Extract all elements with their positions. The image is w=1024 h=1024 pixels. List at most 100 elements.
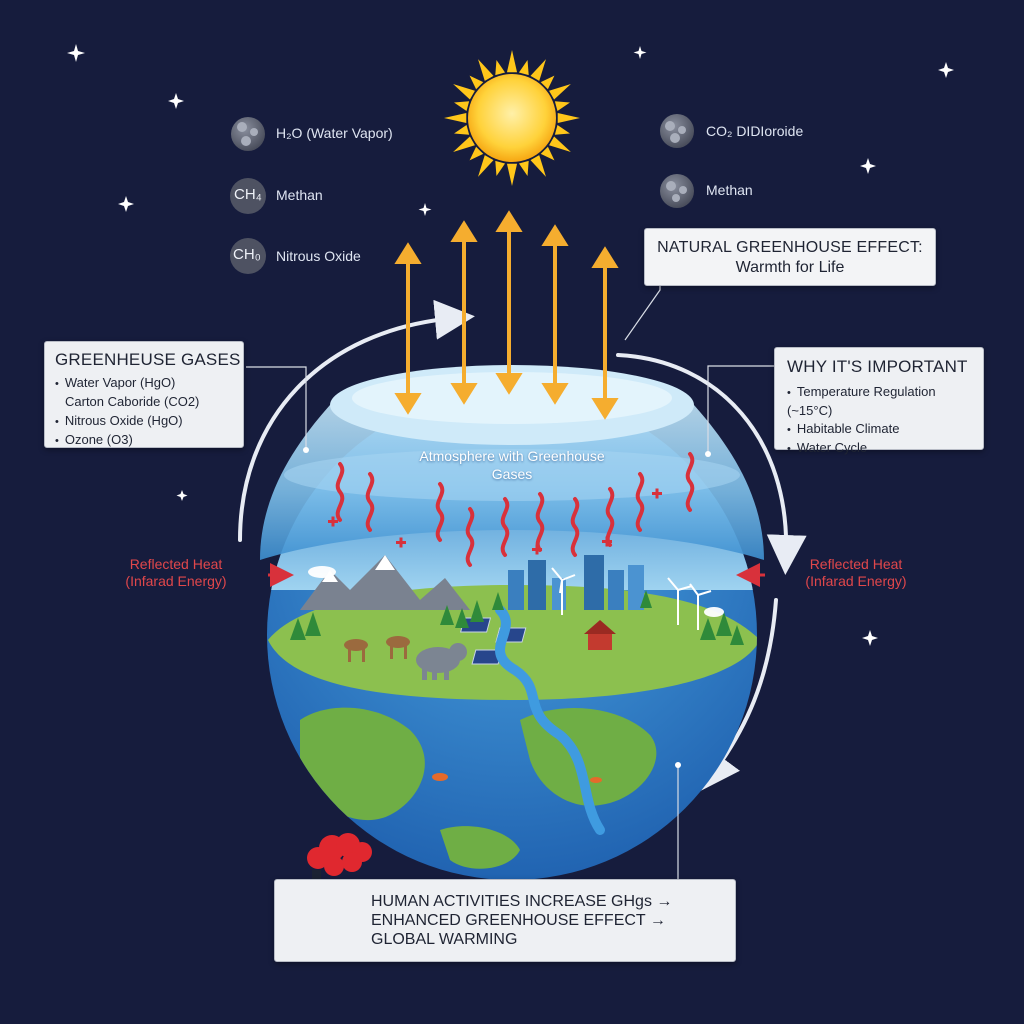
reflected-left-line2: (Infarad Energy) [125,573,227,589]
water-vapor-bubbles-icon [231,117,265,151]
deer-icon [344,636,410,662]
wind-turbine-icon [551,567,712,630]
fish-icon [432,773,602,783]
reflected-left-line1: Reflected Heat [129,556,223,572]
continent [440,826,520,869]
elephant-icon [416,643,467,680]
star-icon [633,46,647,59]
list-item: Water Cycle [787,439,983,458]
sun-ray [554,101,570,112]
sun-ray [478,155,494,177]
sun-ray [540,146,555,161]
forest-trees [290,590,744,645]
river [495,605,605,835]
sun-ray [469,75,484,90]
star-icon [67,44,85,62]
why-important-title: WHY IT'S IMPORTANT [787,357,968,376]
sun-ray [549,136,571,152]
sun-ray [554,124,570,135]
greenhouse-gases-title: GREENHEUSE GASES [55,350,241,369]
reflected-heat-label-right: Reflected Heat (Infarad Energy) [786,556,926,590]
sun-ray [530,59,546,81]
sun-ray [453,84,475,100]
gas-label-methane-right: Methan [706,182,753,198]
stars [67,44,954,646]
infrared-wave [535,492,545,552]
sun-ray [454,101,470,112]
sun-ray [506,163,518,186]
star-icon [418,203,432,216]
cycle-arrow-left [238,299,475,542]
cycle-arrow-right [616,353,807,575]
star-icon [860,158,876,174]
list-item: Temperature Regulation (~15°C) [787,383,983,420]
mountains [300,555,470,610]
list-item: Habitable Climate [787,420,983,439]
callout-connectors [246,284,774,880]
star-icon [862,630,878,646]
reflected-right-line2: (Infarad Energy) [805,573,907,589]
sun-ray [530,155,546,177]
infrared-wave [685,452,695,512]
greenhouse-gases-list: Water Vapor (HgO) Carton Caboride (CO2) … [55,374,243,450]
solar-heat-arrows [394,210,619,420]
star-icon [938,62,954,78]
gas-label-co2: CO₂ DIDIoroide [706,123,804,139]
infrared-wave [465,507,475,567]
star-icon [118,196,134,212]
greenhouse-gases-box: GREENHEUSE GASES Water Vapor (HgO) Carto… [44,341,244,448]
sun-ray [495,60,506,76]
city-skyline [508,555,644,610]
sun-ray [518,160,529,176]
sun-ray [453,136,475,152]
gas-label-water-vapor: H₂O (Water Vapor) [276,125,393,141]
sun-ray [469,146,484,161]
sun-ray [540,75,555,90]
natural-effect-title: NATURAL GREENHOUSE EFFECT: [657,239,923,256]
co2-bubbles-icon [660,114,694,148]
infrared-wave [365,472,375,532]
infrared-wave [435,482,445,542]
sun-ray [478,59,494,81]
sun-ray [506,50,518,73]
reflected-right-line1: Reflected Heat [809,556,903,572]
sun-ray [444,112,467,124]
atmosphere-label: Atmosphere with Greenhouse Gases [419,448,605,482]
star-icon [168,93,184,109]
list-item: Ozone (O3) [55,431,243,450]
list-item: Water Vapor (HgO) [55,374,243,393]
gas-formula-methane: CH₄ [234,186,262,203]
human-activities-line1: HUMAN ACTIVITIES INCREASE GHgs → [371,893,673,910]
barn-icon [584,620,616,650]
methane-bubbles-icon [660,174,694,208]
human-activities-box: HUMAN ACTIVITIES INCREASE GHgs → ENHANCE… [274,879,736,962]
continent [300,707,425,821]
human-activities-line3: GLOBAL WARMING [371,931,518,948]
human-activities-text: HUMAN ACTIVITIES INCREASE GHgs → ENHANCE… [371,892,672,949]
heat-plus-marks [328,488,662,555]
infrared-wave [335,462,345,522]
nitrous-oxide-circle-icon [230,238,266,274]
sun-ray [495,160,506,176]
list-item: Nitrous Oxide (HgO) [55,412,243,431]
sun-ray [518,60,529,76]
why-important-box: WHY IT'S IMPORTANT Temperature Regulatio… [774,347,984,455]
list-item: Carton Caboride (CO2) [65,394,200,409]
sun-ray [549,84,571,100]
star-icon [176,490,188,501]
gas-label-methane: Methan [276,187,323,203]
sun-icon [444,50,580,186]
sun-ray [557,112,580,124]
infrared-wave [500,497,510,557]
sun-ray [454,124,470,135]
infrared-wave [570,497,580,557]
infrared-wave [635,472,645,532]
human-activities-line2: ENHANCED GREENHOUSE EFFECT → [371,912,666,929]
natural-greenhouse-effect-box: NATURAL GREENHOUSE EFFECT: Warmth for Li… [644,228,936,286]
gas-formula-nitrous-oxide: CH₀ [233,246,261,263]
reflected-heat-label-left: Reflected Heat (Infarad Energy) [106,556,246,590]
natural-effect-subtitle: Warmth for Life [735,259,845,276]
why-important-list: Temperature Regulation (~15°C) Habitable… [787,383,983,458]
methane-circle-icon [230,178,266,214]
